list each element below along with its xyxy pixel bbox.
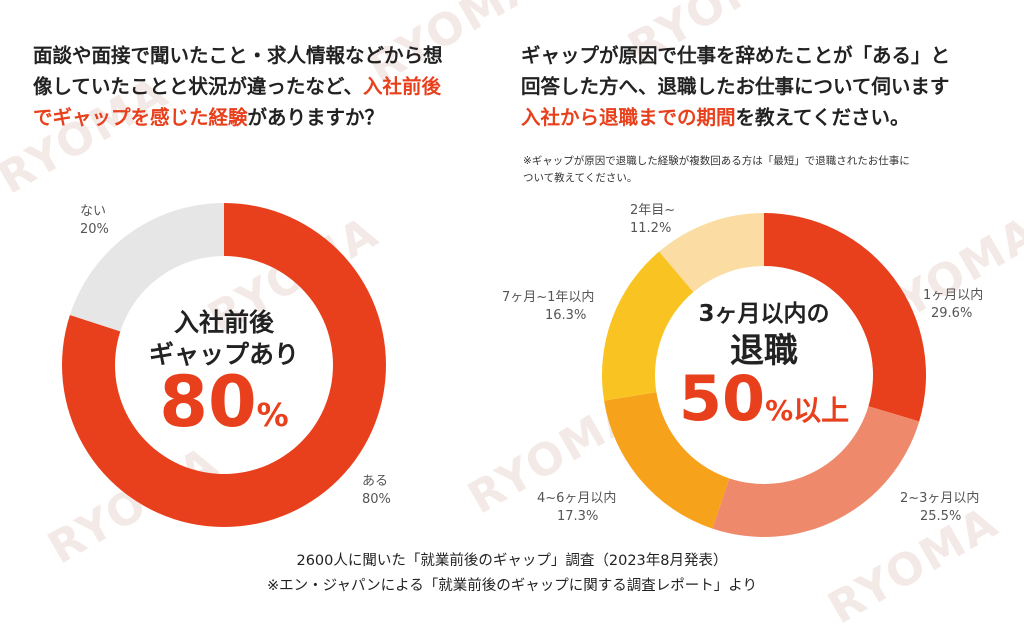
right-center-line2: 退職 xyxy=(730,331,798,371)
footer-source-line1: 2600人に聞いた「就業前後のギャップ」調査（2023年8月発表） xyxy=(296,553,728,569)
donut-slice-4-6months xyxy=(604,392,730,529)
slice-value-1month: 29.6% xyxy=(931,306,972,321)
left-center-line1: 入社前後 xyxy=(174,308,275,337)
left-question-line1: 面談や面接で聞いたこと・求人情報などから想 xyxy=(33,44,443,67)
right-note-line1: ※ギャップが原因で退職した経験が複数回ある方は「最短」で退職されたお仕事に xyxy=(523,155,910,167)
donut-slice-1month xyxy=(764,213,926,422)
donut-chart-resignation-period xyxy=(602,213,926,537)
slice-value-7-12months: 16.3% xyxy=(545,308,586,323)
slice-value-4-6months: 17.3% xyxy=(557,509,598,524)
donut-slice-nai xyxy=(69,203,225,332)
right-center-value: 50%以上 xyxy=(679,362,849,435)
left-question-highlight: 入社前後 xyxy=(362,75,441,98)
left-question-line3: がありますか？ xyxy=(247,106,385,129)
slice-label-nai: ない xyxy=(80,204,106,219)
donut-slice-7-12months xyxy=(602,251,694,401)
right-note-line2: ついて教えてください。 xyxy=(523,172,638,184)
right-question-line1: ギャップが原因で仕事を辞めたことが「ある」と xyxy=(521,44,951,67)
slice-value-2-3months: 25.5% xyxy=(920,509,961,524)
slice-label-4-6months: 4~6ヶ月以内 xyxy=(537,490,616,506)
donut-slice-2nd-year xyxy=(659,213,764,292)
slice-label-7-12months: 7ヶ月~1年以内 xyxy=(502,289,594,305)
footer-source-line2: ※エン・ジャパンによる「就業前後のギャップに関する調査レポート」より xyxy=(267,578,757,594)
slice-value-aru: 80% xyxy=(362,492,391,507)
slice-label-2nd-year: 2年目~ xyxy=(630,203,675,218)
slice-value-nai: 20% xyxy=(80,222,109,237)
left-center-line2: ギャップあり xyxy=(149,340,299,369)
left-center-value: 80% xyxy=(159,361,288,443)
right-question-line3: を教えてください。 xyxy=(735,106,910,129)
left-question-line2: 像していたことと状況が違ったなど、 xyxy=(33,75,363,98)
donut-slice-aru xyxy=(61,203,386,527)
right-question-line2: 回答した方へ、退職したお仕事について伺います xyxy=(521,75,950,98)
charts-canvas: 入社前後 ギャップあり 80% 3ヶ月以内の 退職 50%以上 ない 20% あ… xyxy=(61,203,983,537)
slice-label-aru: ある xyxy=(362,474,388,489)
slice-label-2-3months: 2~3ヶ月以内 xyxy=(900,490,979,506)
right-question-highlight: 入社から退職までの期間 xyxy=(521,106,736,129)
left-question-highlight: でギャップを感じた経験 xyxy=(33,106,248,129)
donut-chart-gap-experience xyxy=(61,203,386,527)
right-note: ※ギャップが原因で退職した経験が複数回ある方は「最短」で退職されたお仕事に つい… xyxy=(523,153,910,187)
donut-slice-2-3months xyxy=(712,406,920,537)
right-question: ギャップが原因で仕事を辞めたことが「ある」と 回答した方へ、退職したお仕事につい… xyxy=(521,40,950,133)
slice-value-2nd-year: 11.2% xyxy=(630,221,671,236)
right-center-line1: 3ヶ月以内の xyxy=(698,301,829,327)
left-question: 面談や面接で聞いたこと・求人情報などから想 像していたことと状況が違ったなど、入… xyxy=(33,40,443,133)
slice-label-1month: 1ヶ月以内 xyxy=(923,287,983,303)
